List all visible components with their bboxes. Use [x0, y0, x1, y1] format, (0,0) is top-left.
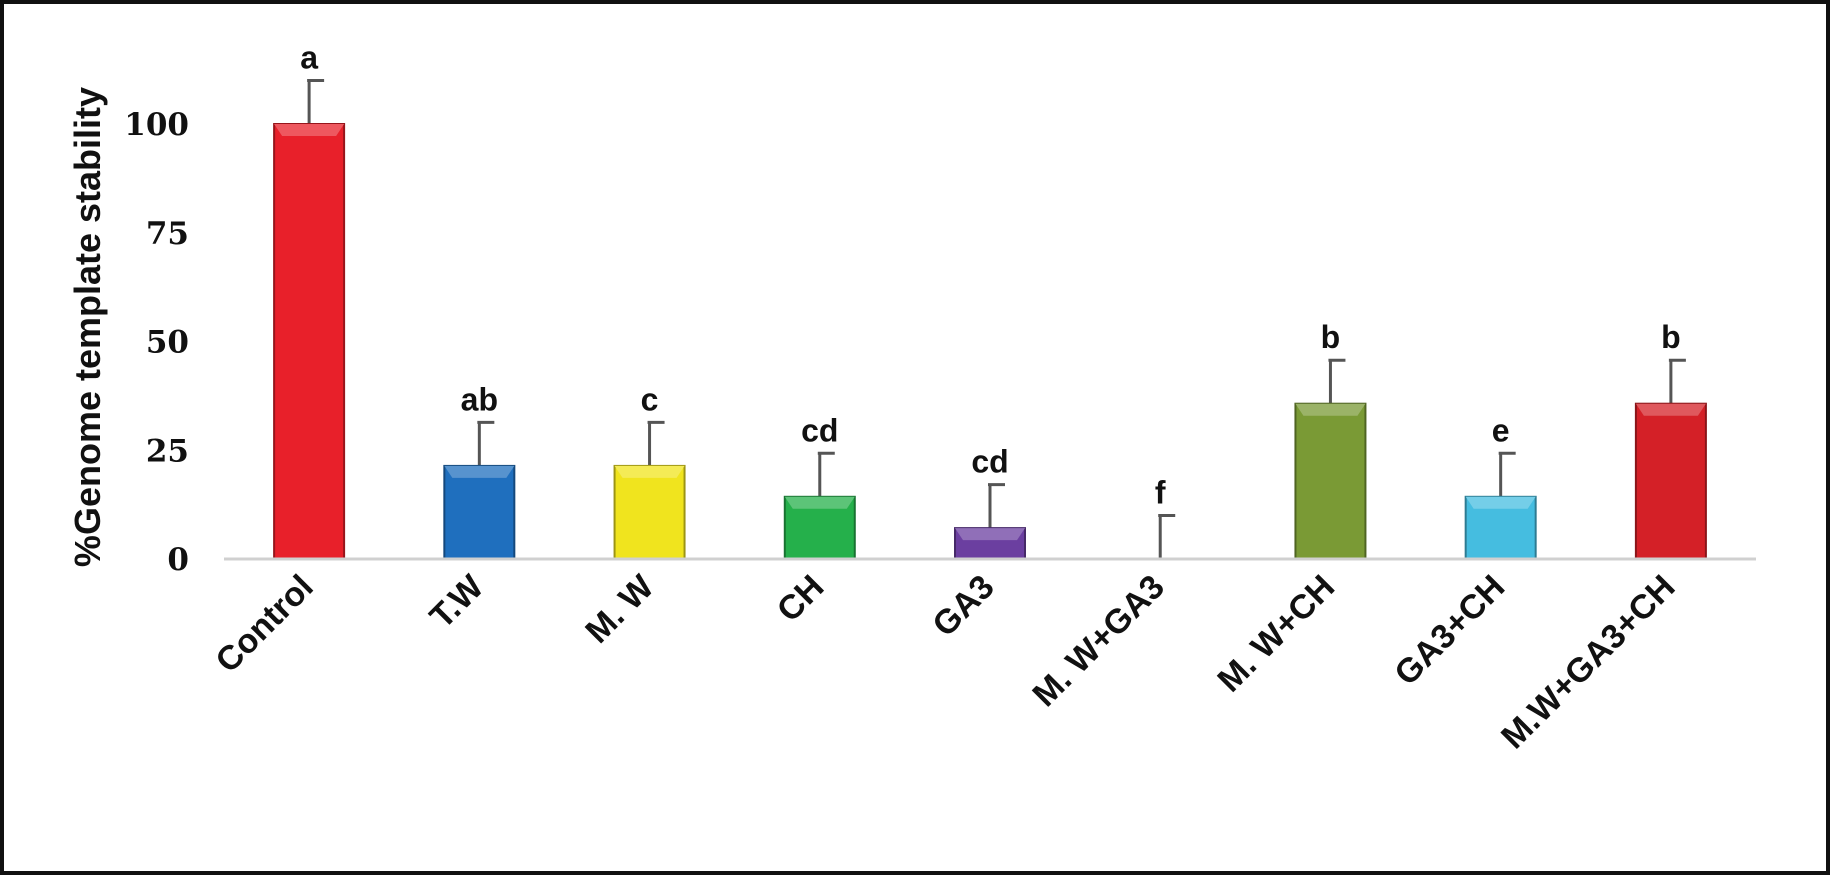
significance-letter: cd: [971, 444, 1008, 480]
significance-letters: a ab c cd cd f b e b: [300, 40, 1680, 511]
bar: [443, 464, 516, 560]
category-label: M. W: [578, 567, 662, 651]
y-tick-label: 50: [146, 325, 189, 361]
significance-letter: b: [1321, 319, 1341, 355]
category-label: M.W+GA3+CH: [1494, 568, 1683, 757]
x-axis-category-labels: Control T.W M. W CH GA3 M. W+GA3 M. W+CH GA3+CH…: [208, 567, 1682, 756]
bar: [1294, 402, 1367, 560]
category-label: M. W+GA3: [1025, 568, 1171, 714]
bar-bevel: [1295, 403, 1366, 416]
bar: [1634, 402, 1707, 560]
category-label: GA3: [925, 568, 1001, 644]
category-label: T.W: [423, 567, 492, 636]
bar-bevel: [784, 496, 855, 509]
bar: [613, 464, 686, 560]
bar-bevel: [1635, 403, 1706, 416]
y-tick-label: 25: [146, 433, 189, 469]
significance-letter: cd: [801, 412, 838, 448]
bars: [273, 123, 1707, 561]
bar-bevel: [274, 124, 345, 136]
category-label: CH: [770, 568, 832, 630]
y-tick-label: 0: [167, 542, 189, 578]
bar-bevel: [955, 528, 1025, 541]
category-label: M. W+CH: [1210, 568, 1342, 700]
significance-letter: c: [641, 381, 659, 417]
significance-letter: ab: [461, 381, 498, 417]
significance-letter: e: [1492, 412, 1510, 448]
bar-bevel: [444, 465, 515, 478]
bar-bevel: [1465, 496, 1536, 509]
significance-letter: f: [1155, 475, 1166, 511]
category-label: GA3+CH: [1387, 568, 1512, 693]
bar: [273, 123, 346, 560]
error-bars: [307, 79, 1686, 559]
significance-letter: b: [1661, 319, 1681, 355]
category-label: Control: [208, 568, 320, 680]
y-tick-label: 100: [124, 107, 189, 143]
y-tick-label: 75: [146, 216, 189, 252]
bar-bevel: [614, 465, 685, 478]
y-axis-ticks: 0 25 50 75 100: [124, 107, 189, 578]
y-axis-label: %Genome template stability: [67, 87, 108, 567]
significance-letter: a: [300, 40, 318, 76]
